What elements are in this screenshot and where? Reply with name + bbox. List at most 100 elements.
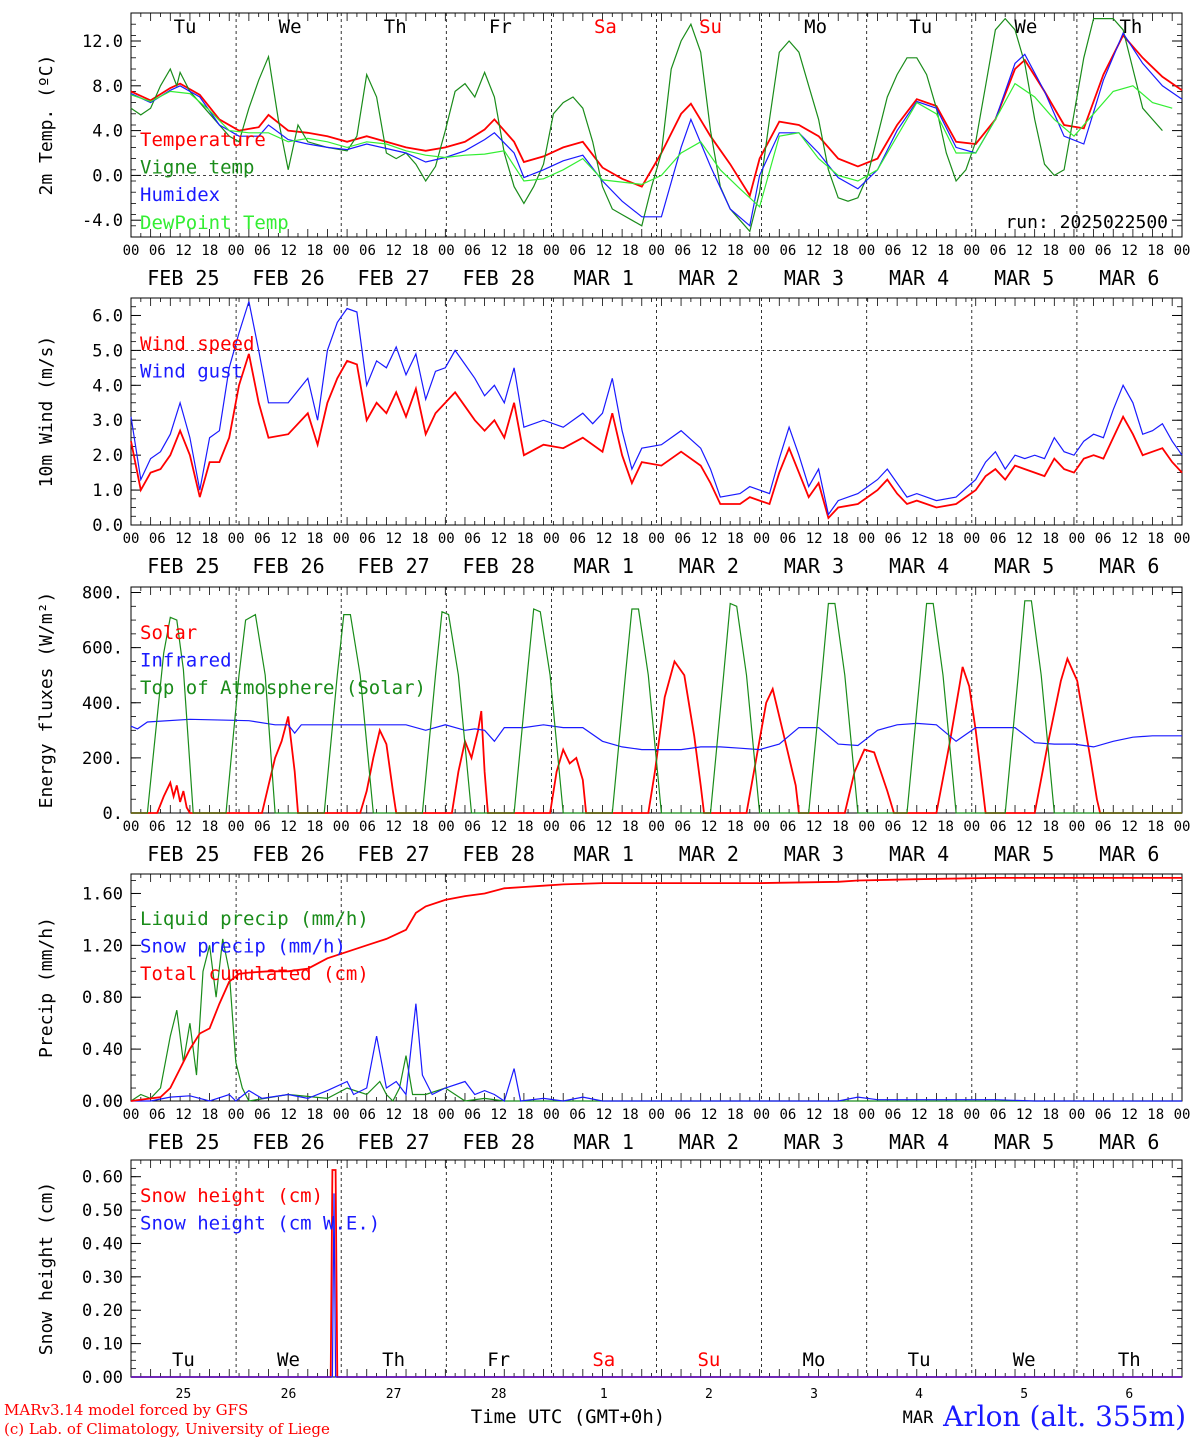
legend-entry: Infrared [140,650,232,672]
x-hour-label: 18 [201,243,218,259]
x-hour-label: 18 [517,819,534,835]
panel-1 [130,12,1183,238]
y-tick-label: 0.0 [92,166,123,186]
x-hour-label: 12 [1016,1107,1033,1123]
y-tick-label: 12.0 [82,32,123,52]
x-hour-label: 18 [727,531,744,547]
x-hour-label: 00 [438,531,455,547]
y-tick-label: 0.50 [82,1201,123,1221]
day-abbreviation: Tu [909,16,932,38]
x-hour-label: 00 [648,531,665,547]
day-abbreviation: Th [384,16,407,38]
x-date-label: FEB 27 [357,266,429,290]
x-date-label: FEB 26 [252,1130,324,1154]
y-tick-label: 0.10 [82,1335,123,1355]
x-hour-label: 18 [1147,531,1164,547]
x-hour-label: 18 [727,819,744,835]
x-date-label: FEB 25 [147,554,219,578]
x-date-label: FEB 27 [357,842,429,866]
x-hour-label: 18 [306,1107,323,1123]
x-hour-label: 00 [123,819,140,835]
x-hour-label: 12 [701,531,718,547]
y-tick-label: 1.60 [82,884,123,904]
day-number: 28 [491,1387,507,1402]
legend-entry: Wind speed [140,333,254,355]
x-hour-label: 00 [753,243,770,259]
x-hour-label: 12 [1016,243,1033,259]
series-line-vigne-temp [130,17,1163,233]
day-abbreviation: Fr [489,16,512,38]
y-tick-label: 0.40 [82,1234,123,1254]
x-hour-label: 12 [490,1107,507,1123]
y-tick-label: 3.0 [92,411,123,431]
x-hour-label: 18 [1042,1107,1059,1123]
x-hour-label: 06 [254,243,271,259]
x-hour-label: 18 [306,243,323,259]
x-hour-label: 00 [963,819,980,835]
y-tick-label: 0.40 [82,1040,123,1060]
day-number: 2 [705,1387,713,1402]
x-hour-label: 06 [779,819,796,835]
x-hour-label: 06 [569,819,586,835]
series-line-wind-speed [130,353,1183,520]
x-hour-label: 12 [596,531,613,547]
y-tick-label: 0.0 [92,516,123,536]
x-date-label: MAR 1 [574,842,634,866]
x-hour-label: 18 [306,531,323,547]
y-axis-label: Precip (mm/h) [36,917,57,1058]
x-date-label: MAR 1 [574,554,634,578]
x-hour-label: 12 [911,819,928,835]
x-hour-label: 00 [228,819,245,835]
x-hour-label: 12 [701,819,718,835]
x-hour-label: 12 [596,819,613,835]
x-hour-label: 00 [543,1107,560,1123]
x-hour-label: 12 [385,531,402,547]
run-label: run: 2025022500 [1005,212,1168,233]
x-hour-label: 00 [1068,1107,1085,1123]
panel-4 [130,873,1183,1103]
x-hour-label: 12 [596,243,613,259]
x-hour-label: 00 [1068,819,1085,835]
x-hour-label: 00 [858,1107,875,1123]
series-line-total-cumulated-cm- [130,877,1182,1102]
x-hour-label: 06 [674,819,691,835]
y-tick-label: -4.0 [82,211,123,231]
day-abbreviation: We [1014,16,1037,38]
x-hour-label: 18 [1042,819,1059,835]
legend-entry: Snow height (cm W.E.) [140,1213,380,1235]
y-axis-label: Snow height (cm) [36,1182,57,1355]
x-date-label: MAR 4 [889,1130,949,1154]
series-line-wind-gust [130,301,1183,516]
day-abbreviation: Tu [172,1349,195,1371]
x-date-label: MAR 6 [1099,554,1159,578]
x-hour-label: 00 [333,243,350,259]
x-hour-label: 00 [648,819,665,835]
x-hour-label: 06 [990,243,1007,259]
x-date-label: MAR 6 [1099,1130,1159,1154]
x-date-label: MAR 3 [784,554,844,578]
legend-entry: Humidex [140,184,220,206]
x-date-label: FEB 27 [357,1130,429,1154]
day-number: 27 [386,1387,402,1402]
x-hour-label: 18 [306,819,323,835]
series-line-temperature [130,33,1183,198]
x-date-label: MAR 5 [994,1130,1054,1154]
legend-entry: Temperature [140,129,266,151]
x-hour-label: 06 [149,819,166,835]
x-hour-label: 12 [175,531,192,547]
x-hour-label: 12 [490,819,507,835]
day-abbreviation: Sa [592,1349,615,1371]
x-hour-label: 18 [937,819,954,835]
x-hour-label: 06 [1095,819,1112,835]
y-tick-label: 0. [103,804,123,824]
x-hour-label: 00 [123,531,140,547]
x-hour-label: 00 [858,531,875,547]
x-hour-label: 18 [1042,243,1059,259]
x-date-label: MAR 1 [574,1130,634,1154]
day-abbreviation: Th [1119,16,1142,38]
y-axis-label: 2m Temp. (ºC) [36,55,57,196]
x-date-label: MAR 5 [994,554,1054,578]
x-hour-label: 18 [937,531,954,547]
x-hour-label: 06 [885,819,902,835]
x-hour-label: 06 [464,1107,481,1123]
